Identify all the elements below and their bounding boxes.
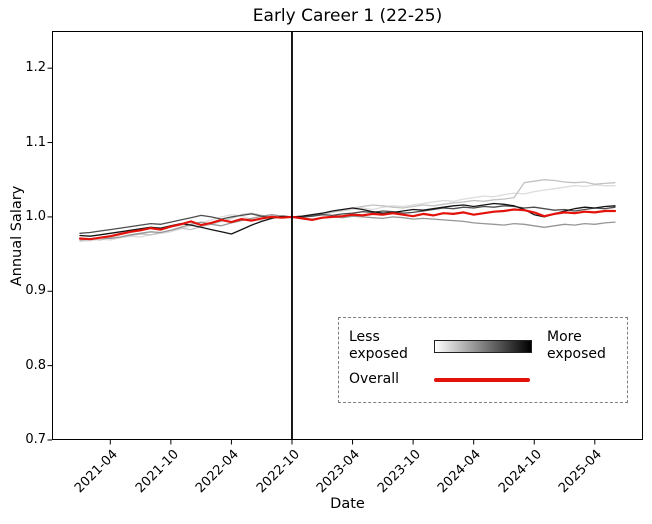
series-line xyxy=(79,214,616,241)
y-tick-label: 0.8 xyxy=(25,357,46,373)
x-axis-label: Date xyxy=(330,496,365,512)
legend: Less exposed More exposed Overall xyxy=(338,317,628,403)
y-tick-label: 0.7 xyxy=(25,432,46,447)
chart-svg xyxy=(47,31,643,445)
legend-exposure-gradient-bar xyxy=(434,339,532,353)
y-tick-label: 1.2 xyxy=(25,60,46,76)
legend-less-exposed-label: Less exposed xyxy=(349,328,408,362)
legend-more-exposed-label: More exposed xyxy=(547,328,606,362)
plot-area: Less exposed More exposed Overall xyxy=(47,31,643,445)
y-tick-label: 1.0 xyxy=(25,208,46,224)
series-line xyxy=(79,205,616,234)
series-line xyxy=(79,202,616,237)
series-line xyxy=(79,184,616,243)
y-axis-label: Annual Salary xyxy=(9,185,25,287)
plot-border xyxy=(52,31,643,440)
chart-title: Early Career 1 (22-25) xyxy=(252,6,443,26)
y-tick-label: 1.1 xyxy=(25,134,46,150)
legend-overall-label: Overall xyxy=(349,371,400,388)
y-tick-label: 0.9 xyxy=(25,283,46,299)
legend-overall-line-swatch xyxy=(434,378,530,382)
series-line xyxy=(78,208,617,241)
